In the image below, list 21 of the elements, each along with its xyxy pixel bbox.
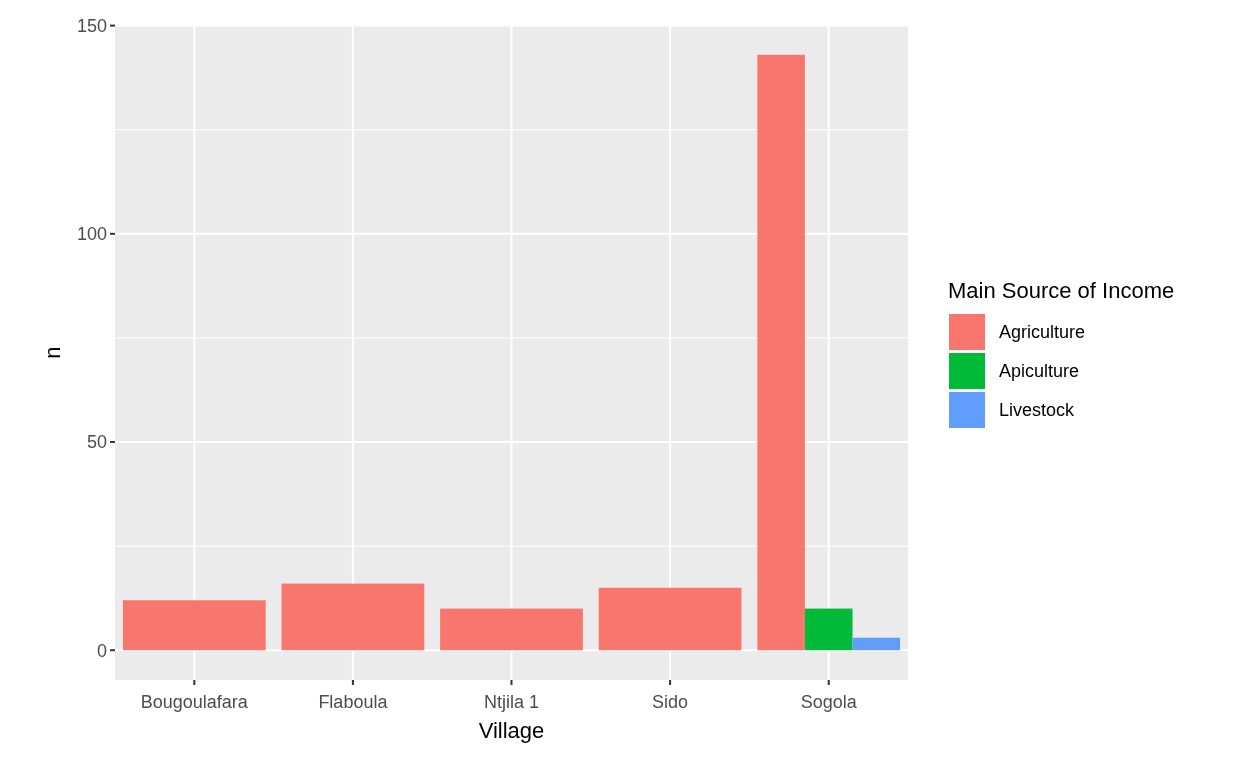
bar [598,587,742,651]
x-tick-label: Bougoulafara [140,692,249,712]
legend-label: Livestock [999,400,1076,421]
x-tick-label: Flaboula [318,692,389,712]
x-tick-label: Ntjila 1 [483,692,540,712]
x-tick-label: Sogola [800,692,858,712]
bar [852,637,901,651]
y-tick-label: 100 [76,224,107,245]
bar [440,608,583,651]
y-tick-label: 50 [86,432,107,453]
x-axis-title: Village [478,718,545,743]
y-tick-label: 0 [96,640,107,661]
bar [281,583,425,651]
legend-title: Main Source of Income [948,278,1175,303]
bar [122,600,266,651]
legend-label: Agriculture [999,322,1086,343]
legend-label: Apiculture [999,361,1080,382]
bar [804,608,853,651]
x-tick-label: Sido [652,692,689,712]
y-tick-label: 150 [76,15,107,36]
y-axis-title: n [40,346,65,359]
